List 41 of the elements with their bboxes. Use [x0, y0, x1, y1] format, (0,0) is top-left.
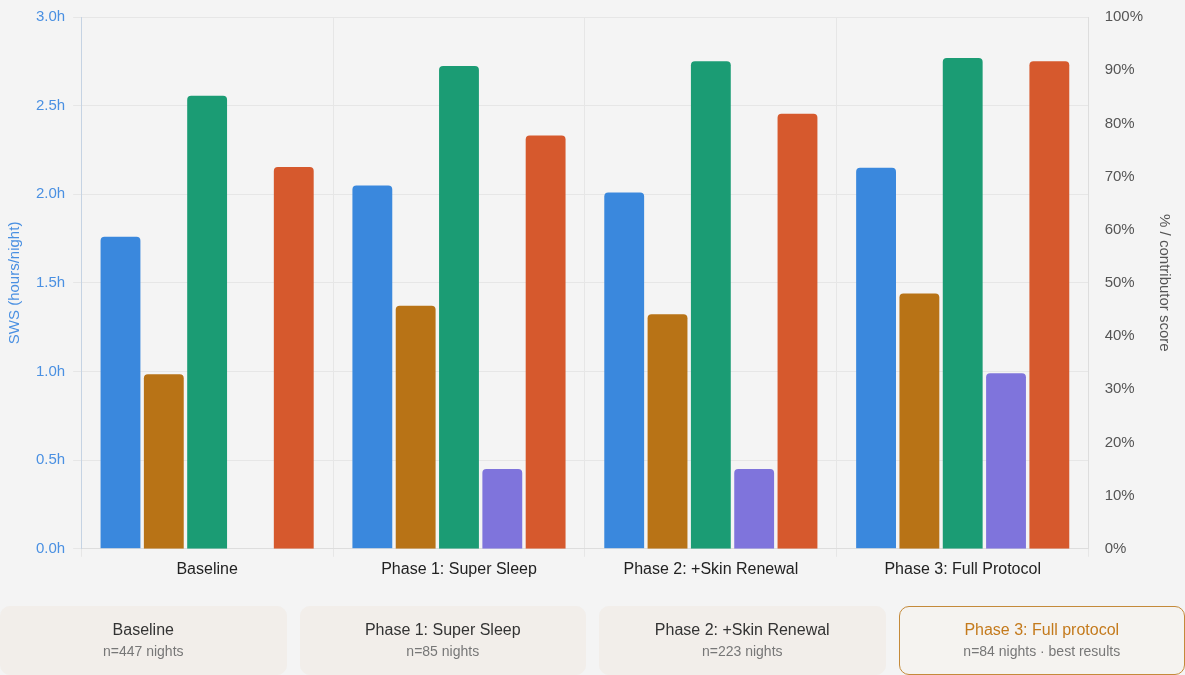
bar	[482, 469, 523, 549]
y2-tick-label: 70%	[1104, 166, 1135, 184]
y2-tick-label: 30%	[1104, 379, 1135, 397]
y-tick-label: 2.0h	[35, 184, 66, 202]
y2-tick-label: 80%	[1104, 113, 1135, 131]
x-tick-label: Phase 1: Super Sleep	[381, 559, 537, 577]
bar	[777, 113, 818, 549]
bar	[1029, 61, 1070, 549]
bar	[525, 135, 566, 549]
y-tick-label: 2.5h	[35, 95, 66, 113]
y2-tick-label: 100%	[1104, 7, 1144, 25]
text: Phase 1: Super Sleep n=85 nights	[363, 621, 522, 659]
bar	[942, 57, 983, 549]
y2-tick-label: 40%	[1104, 326, 1135, 344]
bar	[273, 166, 314, 549]
y-tick-label: 0.5h	[35, 450, 66, 468]
y2-tick-label: 60%	[1104, 219, 1135, 237]
y2-tick-label: 10%	[1104, 485, 1135, 503]
x-tick-label: Baseline	[176, 559, 238, 577]
y2-tick-label: 90%	[1104, 60, 1135, 78]
y2-tick-label: 0%	[1104, 538, 1127, 556]
text: Phase 2: +Skin Renewal n=223 nights	[653, 621, 831, 659]
x-tick-label: Phase 3: Full Protocol	[884, 559, 1041, 577]
y-tick-label: 3.0h	[35, 7, 66, 25]
bar	[187, 95, 228, 549]
y2-tick-label: 50%	[1104, 273, 1135, 291]
y2-axis-title: % / contributor score	[1156, 214, 1174, 352]
y-tick-label: 0.0h	[35, 538, 66, 556]
bar	[899, 293, 940, 549]
bar	[439, 65, 479, 549]
text: Baseline n=447 nights	[101, 621, 185, 659]
bar	[856, 167, 896, 549]
text: Phase 3: Full protocol n=84 nights · best results	[962, 621, 1122, 659]
y-axis-title: SWS (hours/night)	[5, 221, 23, 345]
y2-tick-label: 20%	[1104, 432, 1135, 450]
y-tick-label: 1.0h	[35, 361, 66, 379]
bar	[986, 373, 1026, 549]
x-tick-label: Phase 2: +Skin Renewal	[623, 559, 799, 577]
bar	[690, 61, 731, 549]
y-tick-label: 1.5h	[35, 273, 66, 291]
bar	[734, 469, 775, 549]
